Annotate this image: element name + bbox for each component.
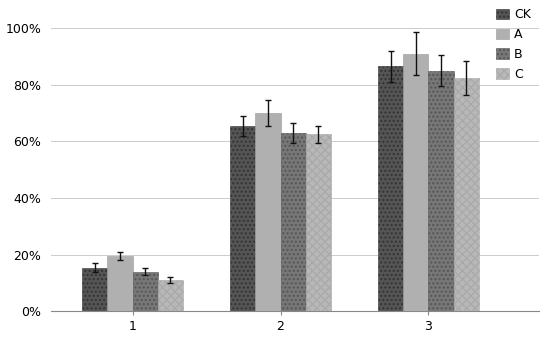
Bar — [428, 71, 453, 312]
Bar — [256, 113, 281, 312]
Bar — [82, 267, 107, 312]
Bar — [378, 66, 403, 312]
Bar — [158, 280, 183, 312]
Bar — [403, 54, 428, 312]
Bar — [230, 126, 256, 312]
Bar — [453, 78, 479, 312]
Bar — [107, 256, 132, 312]
Bar — [306, 135, 331, 312]
Bar — [132, 272, 158, 312]
Legend: CK, A, B, C: CK, A, B, C — [494, 6, 533, 83]
Bar — [281, 133, 306, 312]
